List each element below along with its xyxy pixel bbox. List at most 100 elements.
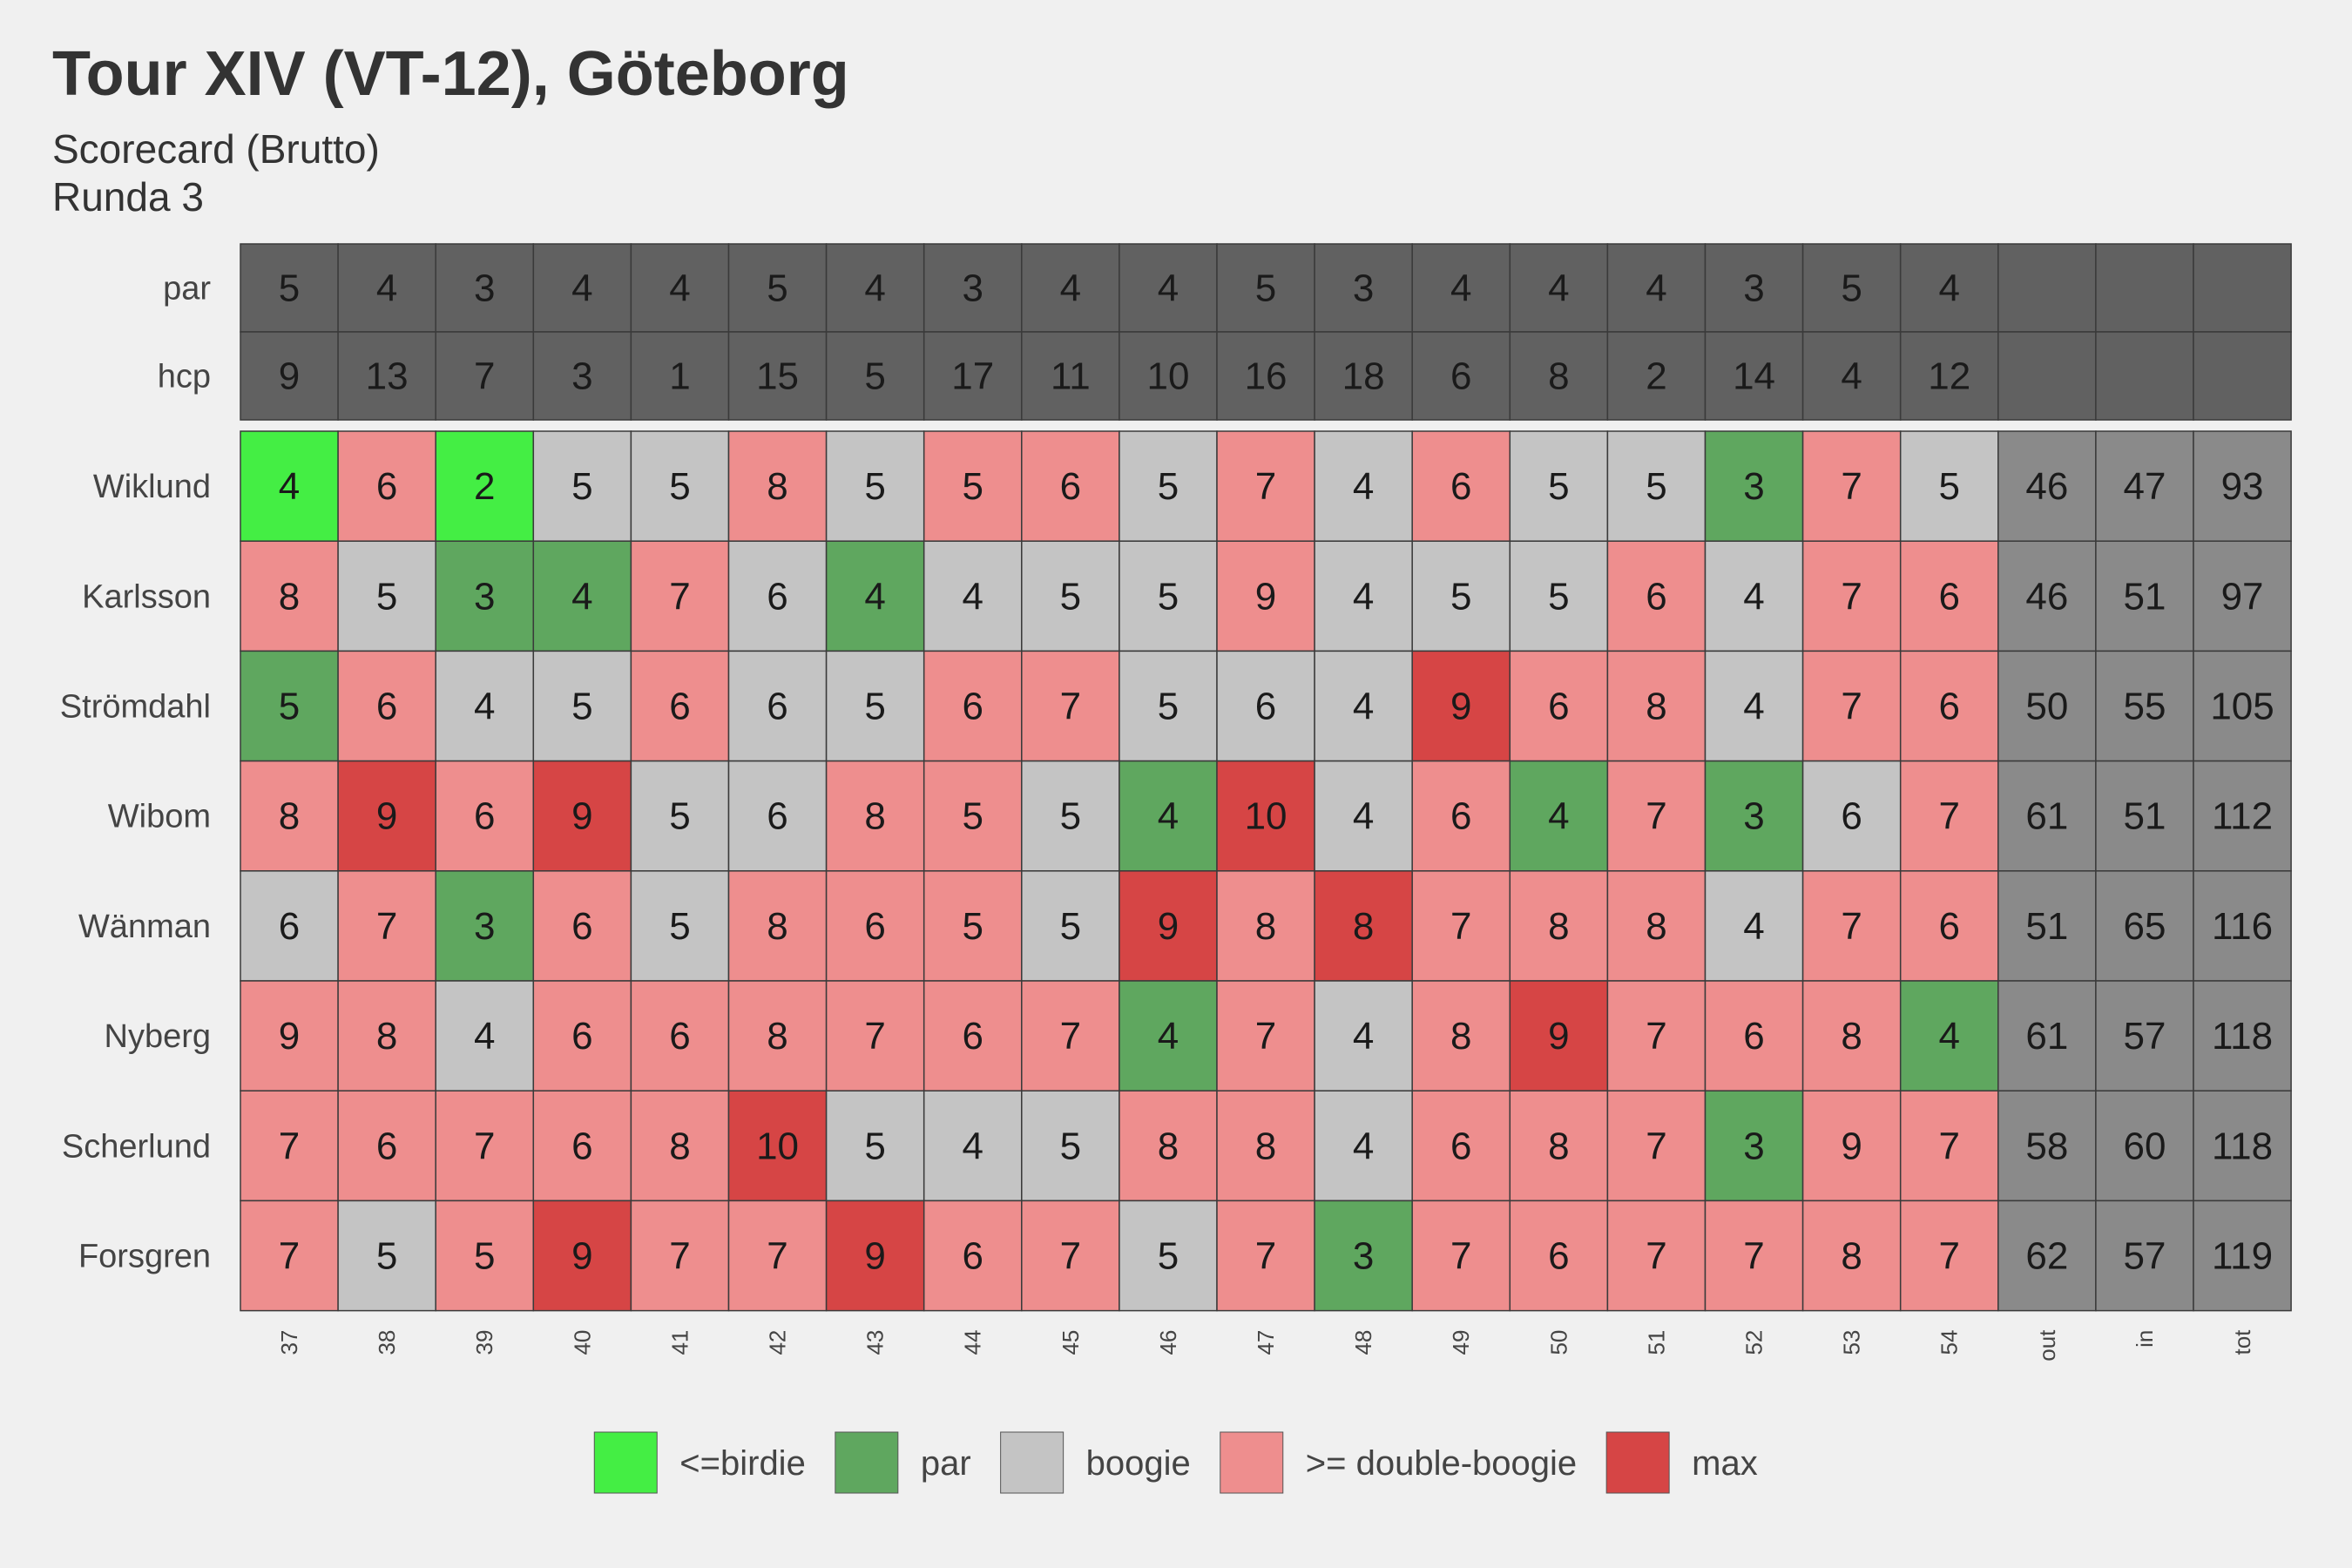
score-cell	[1411, 1090, 1511, 1202]
score-cell	[1899, 650, 1999, 762]
score-value: 6	[1450, 1125, 1471, 1167]
score-value: 6	[1743, 1015, 1764, 1058]
score-cell	[1216, 1090, 1315, 1202]
column-label: 50	[1545, 1330, 1571, 1355]
score-cell	[1606, 540, 1707, 652]
score-cell	[240, 540, 339, 652]
score-value: 8	[1158, 1125, 1179, 1167]
column-label: 40	[569, 1330, 595, 1355]
column-label: 53	[1839, 1330, 1865, 1355]
score-cell	[435, 1200, 535, 1312]
score-value: 5	[1060, 795, 1081, 838]
subtitle-line-1: Scorecard (Brutto)	[52, 126, 380, 172]
score-value: 8	[1255, 1125, 1276, 1167]
total-value: 116	[2212, 905, 2273, 948]
score-cell	[727, 540, 828, 652]
score-value: 8	[767, 1015, 787, 1058]
score-cell	[1021, 1090, 1120, 1202]
score-value: 6	[1060, 465, 1081, 508]
par-cell	[1119, 243, 1218, 333]
score-cell	[1801, 540, 1902, 652]
score-value: 6	[1548, 1235, 1569, 1278]
score-value: 7	[1939, 1125, 1960, 1167]
score-cell	[240, 650, 339, 762]
hcp-cell	[532, 331, 632, 421]
total-cell	[2095, 760, 2194, 872]
score-cell	[727, 430, 828, 542]
score-cell	[1119, 1090, 1218, 1202]
legend-swatch	[835, 1431, 899, 1494]
column-label: out	[2034, 1329, 2060, 1362]
score-cell	[1704, 540, 1804, 652]
column-label: 37	[276, 1330, 302, 1355]
par-value: 4	[376, 267, 397, 310]
total-value: 57	[2123, 1015, 2166, 1058]
score-cell	[1509, 980, 1609, 1092]
score-cell	[1021, 540, 1120, 652]
column-label: 46	[1155, 1330, 1181, 1355]
score-cell	[337, 760, 436, 872]
hcp-value: 16	[1245, 355, 1288, 398]
column-label: 48	[1350, 1330, 1376, 1355]
score-cell	[337, 870, 436, 982]
par-value: 5	[767, 267, 787, 310]
player-name: Strömdahl	[60, 689, 211, 726]
legend-label: max	[1692, 1444, 1758, 1483]
total-value: 57	[2123, 1235, 2166, 1278]
score-cell	[1119, 650, 1218, 762]
score-cell	[240, 1200, 339, 1312]
score-value: 5	[963, 465, 983, 508]
score-value: 8	[1646, 686, 1666, 728]
hcp-cell	[1801, 331, 1902, 421]
score-value: 6	[1450, 465, 1471, 508]
score-cell	[630, 650, 730, 762]
score-cell	[630, 980, 730, 1092]
score-value: 6	[963, 686, 983, 728]
score-cell	[1509, 1090, 1609, 1202]
score-cell	[1216, 760, 1315, 872]
score-cell	[923, 1200, 1023, 1312]
score-cell	[240, 760, 339, 872]
score-value: 5	[1158, 465, 1179, 508]
score-value: 4	[963, 575, 983, 618]
score-value: 4	[1353, 686, 1374, 728]
score-cell	[727, 650, 828, 762]
total-value: 93	[2221, 465, 2264, 508]
hcp-value: 18	[1342, 355, 1385, 398]
score-value: 4	[864, 575, 885, 618]
score-cell	[825, 760, 925, 872]
legend-label: >= double-boogie	[1306, 1444, 1577, 1483]
score-value: 7	[1255, 465, 1276, 508]
score-value: 3	[1743, 795, 1764, 838]
score-value: 5	[376, 1235, 397, 1278]
score-value: 4	[1548, 795, 1569, 838]
score-cell	[240, 1090, 339, 1202]
par-cell	[1509, 243, 1609, 333]
score-value: 6	[963, 1015, 983, 1058]
player-name: Wiklund	[93, 469, 211, 505]
score-value: 7	[376, 905, 397, 948]
hcp-value: 12	[1928, 355, 1970, 398]
chart-subtitle: Scorecard (Brutto) Runda 3	[52, 125, 380, 221]
total-cell	[2193, 430, 2292, 542]
score-cell	[1509, 540, 1609, 652]
score-value: 6	[571, 1125, 592, 1167]
score-cell	[1704, 870, 1804, 982]
par-cell	[1021, 243, 1120, 333]
total-value: 51	[2123, 575, 2166, 618]
score-cell	[825, 1090, 925, 1202]
column-label: 51	[1643, 1330, 1669, 1355]
score-cell	[1704, 980, 1804, 1092]
subtitle-line-2: Runda 3	[52, 174, 204, 220]
score-cell	[1899, 540, 1999, 652]
par-cell	[1606, 243, 1707, 333]
par-cell	[825, 243, 925, 333]
total-value: 55	[2123, 686, 2166, 728]
score-cell	[1801, 430, 1902, 542]
hcp-cell	[1899, 331, 1999, 421]
score-cell	[1216, 540, 1315, 652]
score-cell	[532, 980, 632, 1092]
score-cell	[1216, 650, 1315, 762]
par-value: 4	[669, 267, 690, 310]
par-value: 3	[474, 267, 495, 310]
